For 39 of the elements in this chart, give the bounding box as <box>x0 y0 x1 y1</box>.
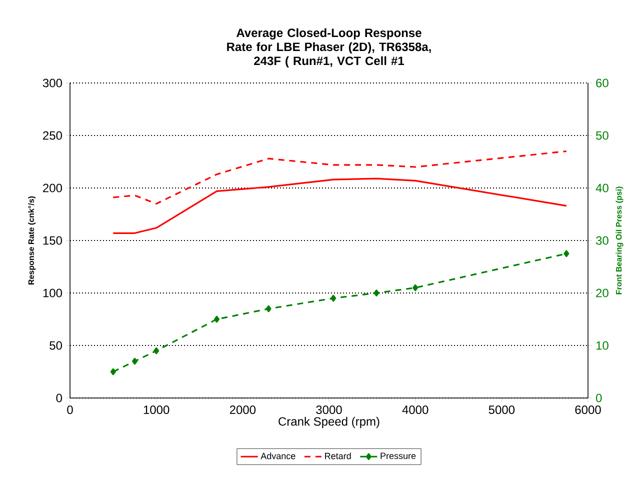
x-tick-label: 4000 <box>402 406 428 414</box>
y2-axis-title: Front Bearing Oil Press (psi) <box>616 186 624 294</box>
x-tick-label: 6000 <box>575 406 601 414</box>
legend-label: Retard <box>325 452 351 460</box>
line-series <box>112 150 568 205</box>
y2-tick-label: 0 <box>596 394 602 402</box>
y2-tick-label: 40 <box>596 184 608 192</box>
x-tick-label: 2000 <box>230 406 256 414</box>
y-tick-label: 300 <box>42 78 62 88</box>
x-axis-title: Crank Speed (rpm) <box>278 416 380 428</box>
point <box>110 368 116 376</box>
y2-tick-label: 50 <box>596 131 608 140</box>
point <box>412 284 418 292</box>
x-tick-label: 0 <box>67 406 73 414</box>
point <box>266 305 272 312</box>
legend-label: Pressure <box>380 452 416 460</box>
y2-tick-label: 60 <box>596 78 608 88</box>
point <box>374 290 380 296</box>
point <box>564 250 570 258</box>
y-tick-label: 0 <box>56 394 62 402</box>
line-series <box>112 178 568 234</box>
y-tick-label: 200 <box>43 184 62 192</box>
x-tick-label: 3000 <box>316 406 342 414</box>
y-axis-title: Response Rate (cnk°/s) <box>28 196 36 284</box>
point <box>214 316 220 323</box>
point <box>330 294 336 302</box>
x-tick-label: 1000 <box>144 406 170 414</box>
point <box>154 347 160 354</box>
y-tick-label: 150 <box>43 236 62 245</box>
x-tick-label: 5000 <box>488 406 515 414</box>
chart-title: Average Closed-Loop Response Rate for LBE Phaser (2D), TR6358a, 243F ( Run#1, VCT Cell #1 <box>227 28 431 68</box>
y2-tick-label: 10 <box>596 341 608 350</box>
legend-label: Advance <box>260 452 296 460</box>
point <box>132 358 138 365</box>
y2-tick-label: 20 <box>596 288 608 298</box>
y-tick-label: 50 <box>50 341 62 350</box>
y-tick-label: 250 <box>43 131 62 140</box>
y2-tick-label: 30 <box>596 236 608 245</box>
y-tick-label: 100 <box>43 288 62 298</box>
